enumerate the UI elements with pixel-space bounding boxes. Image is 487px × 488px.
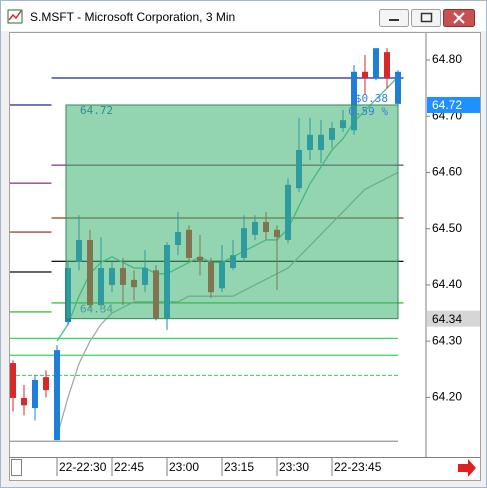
- candle-body: [54, 350, 60, 441]
- y-tick-label: 64.20: [432, 390, 462, 404]
- x-tick-label: 22:45: [114, 460, 144, 474]
- range-high-label: 64.72: [80, 104, 113, 117]
- y-tick-label: 64.40: [432, 277, 462, 291]
- close-button[interactable]: [443, 9, 475, 27]
- x-tick-label: 22-23:45: [334, 460, 382, 474]
- range-low-label: 64.34: [80, 303, 113, 316]
- range-box: [65, 104, 399, 320]
- minimize-button[interactable]: [379, 9, 409, 27]
- y-tick-label: 64.80: [432, 52, 462, 66]
- price-flag: [427, 310, 480, 327]
- range-change-label: $0.38: [355, 92, 388, 105]
- x-tick-label: 23:30: [279, 460, 309, 474]
- candle-body: [384, 52, 390, 78]
- range-percent-label: 0.59 %: [348, 105, 388, 118]
- maximize-button[interactable]: [411, 9, 441, 27]
- y-tick-label: 64.60: [432, 165, 462, 179]
- price-flag: [427, 96, 480, 113]
- window-title: S.MSFT - Microsoft Corporation, 3 Min: [30, 10, 235, 24]
- scroll-right-arrow[interactable]: [458, 459, 476, 477]
- axes: 64.2064.3064.4064.5064.6064.7064.8022-22…: [56, 52, 480, 476]
- x-tick-label: 23:15: [224, 460, 254, 474]
- y-tick-label: 64.50: [432, 221, 462, 235]
- scroll-box[interactable]: [11, 459, 22, 476]
- candle-body: [32, 379, 38, 409]
- plot-area: 64.72 64.34 $0.380.59 %: [10, 48, 404, 442]
- candle-body: [351, 71, 357, 131]
- candle-body: [362, 71, 368, 78]
- x-tick-label: 23:00: [169, 460, 199, 474]
- y-tick-label: 64.30: [432, 333, 462, 347]
- candle-body: [395, 71, 401, 104]
- price-flag-label: 64.72: [432, 98, 462, 112]
- candle-body: [373, 48, 379, 78]
- app-icon: [7, 9, 23, 24]
- price-flag-label: 64.34: [432, 312, 462, 326]
- x-tick-label: 22-22:30: [59, 460, 107, 474]
- candle-body: [21, 397, 27, 406]
- candle-body: [43, 377, 49, 391]
- candle-body: [10, 363, 16, 398]
